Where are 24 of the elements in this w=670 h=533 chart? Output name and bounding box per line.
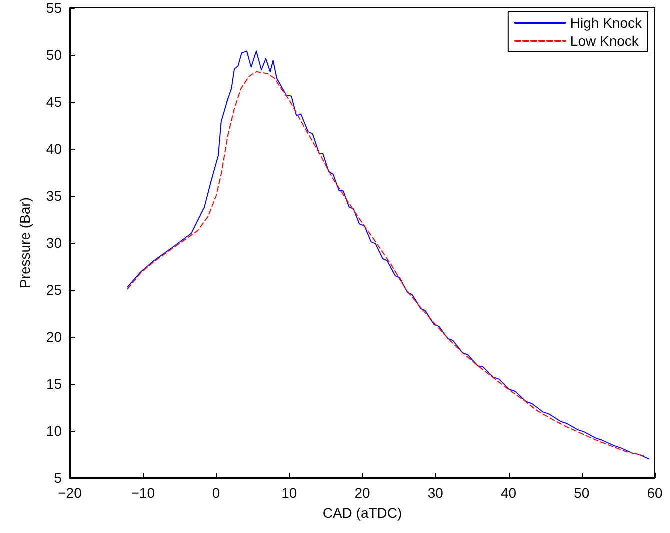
y-tick-label: 5 [54,470,62,486]
y-tick-label: 40 [46,141,62,157]
x-axis-title: CAD (aTDC) [322,505,402,521]
x-tick-label: −10 [131,485,156,501]
y-tick-label: 45 [46,94,62,110]
x-tick-label: 60 [647,485,663,501]
y-tick-label: 10 [46,423,62,439]
y-tick-label: 50 [46,47,62,63]
x-tick-label: 50 [574,485,590,501]
y-tick-label: 15 [46,376,62,392]
x-tick-label: 30 [428,485,444,501]
y-tick-label: 35 [46,188,62,204]
y-tick-label: 55 [46,0,62,16]
x-tick-label: −20 [58,485,82,501]
y-axis-title: Pressure (Bar) [17,197,33,289]
legend-label: Low Knock [570,33,640,49]
y-tick-label: 30 [46,235,62,251]
x-tick-label: 40 [500,485,517,501]
x-tick-label: 10 [282,485,298,501]
x-tick-label: 0 [212,485,220,501]
y-tick-label: 25 [46,282,62,298]
y-tick-label: 20 [46,329,62,345]
x-tick-label: 20 [354,485,370,501]
legend-label: High Knock [570,15,643,31]
